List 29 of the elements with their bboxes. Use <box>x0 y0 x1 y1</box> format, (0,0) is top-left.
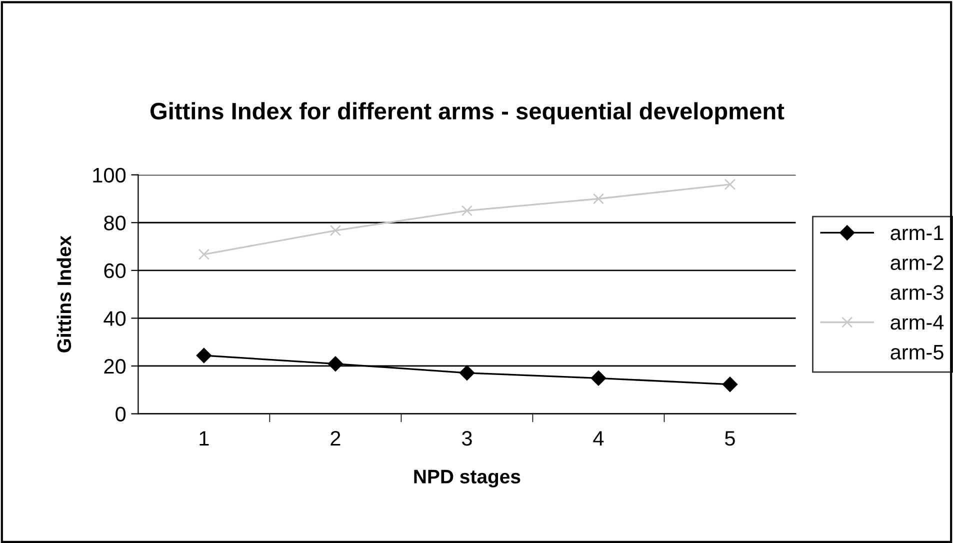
y-tick-label: 40 <box>104 311 126 326</box>
point <box>724 178 736 190</box>
legend-label: arm-1 <box>890 226 944 240</box>
point <box>459 365 475 380</box>
legend-label: arm-4 <box>890 315 944 330</box>
x-tick-label: 5 <box>725 431 735 446</box>
text: arm-5 <box>890 345 944 360</box>
y-tick-label: 80 <box>104 216 126 230</box>
x-tick-label: 2 <box>330 430 340 446</box>
point <box>196 348 212 364</box>
point <box>722 376 738 392</box>
y-tick-label: 100 <box>93 168 126 183</box>
y-tick-label: 60 <box>104 263 126 278</box>
point <box>590 370 606 386</box>
point <box>328 356 344 372</box>
y-axis-title: Gittins Index <box>56 236 72 352</box>
point <box>198 248 210 260</box>
y-tick-label: 0 <box>116 406 126 422</box>
x-tick-label: 3 <box>462 430 472 446</box>
x-axis-title: NPD stages <box>414 470 520 488</box>
x-tick-label: 4 <box>593 431 604 446</box>
point <box>461 205 473 216</box>
point <box>592 193 604 204</box>
text: arm-2 <box>890 255 944 270</box>
text: arm-3 <box>890 285 944 300</box>
chart-title: Gittins Index for different arms - sequential development <box>150 102 784 124</box>
point <box>330 224 342 236</box>
x-tick-label: 1 <box>200 431 209 446</box>
y-tick-label: 20 <box>104 358 126 374</box>
